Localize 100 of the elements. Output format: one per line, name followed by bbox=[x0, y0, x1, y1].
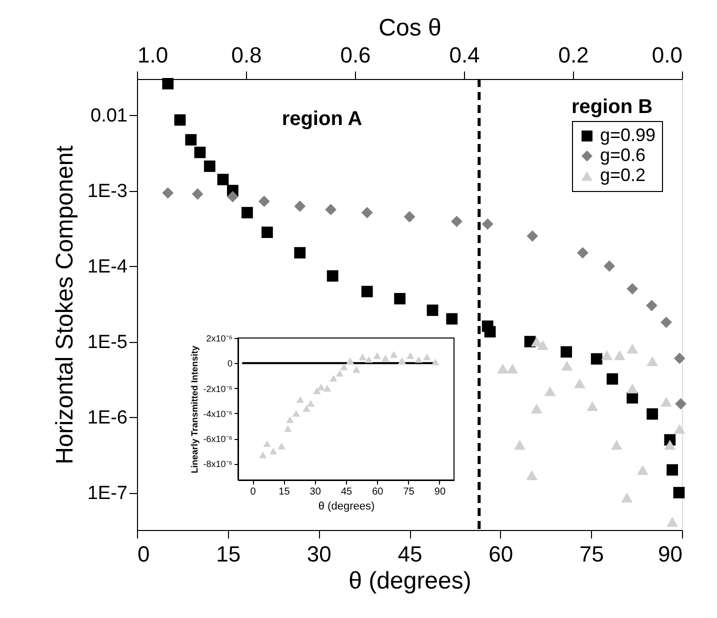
legend-label: g=0.2 bbox=[600, 165, 646, 185]
point bbox=[226, 190, 238, 202]
point bbox=[604, 260, 616, 272]
point bbox=[431, 358, 440, 366]
point bbox=[664, 440, 676, 450]
point bbox=[162, 187, 174, 199]
point bbox=[626, 344, 638, 354]
point bbox=[382, 354, 390, 362]
point bbox=[330, 374, 338, 382]
point bbox=[390, 350, 398, 358]
x2-axis-title: Cos θ bbox=[378, 14, 442, 42]
point bbox=[269, 448, 278, 454]
y-tick-label: 1E-5 bbox=[87, 332, 128, 354]
point bbox=[302, 405, 310, 412]
point bbox=[284, 425, 292, 432]
point bbox=[294, 247, 306, 258]
legend-label: g=0.6 bbox=[600, 145, 646, 165]
point bbox=[574, 378, 586, 388]
point bbox=[675, 398, 686, 410]
y-tick-label: -8x10⁻⁶ bbox=[203, 459, 233, 470]
point bbox=[259, 452, 267, 458]
point bbox=[497, 364, 508, 374]
x-tick-label: 30 bbox=[310, 486, 322, 498]
point bbox=[404, 211, 416, 222]
point bbox=[586, 401, 598, 412]
x-tick-label: 60 bbox=[372, 486, 384, 498]
point bbox=[261, 226, 273, 238]
y-axis-title: Horizontal Stokes Component bbox=[51, 145, 78, 464]
point bbox=[544, 386, 556, 396]
x-tick-label: 15 bbox=[216, 542, 241, 566]
point bbox=[263, 440, 271, 447]
point bbox=[258, 196, 270, 208]
x-tick-label: 60 bbox=[488, 542, 514, 566]
point bbox=[286, 416, 294, 424]
point bbox=[646, 356, 658, 366]
point bbox=[174, 114, 186, 126]
y-tick-label: 0 bbox=[227, 358, 232, 369]
y-tick-label: 0.01 bbox=[90, 106, 128, 127]
point bbox=[506, 364, 518, 374]
point bbox=[614, 350, 626, 360]
y-tick-label: -2x10⁻⁶ bbox=[203, 384, 233, 394]
point bbox=[194, 146, 206, 158]
point bbox=[326, 270, 338, 282]
point bbox=[526, 470, 538, 480]
x2-tick-label: 0.8 bbox=[231, 42, 262, 68]
point bbox=[346, 357, 354, 364]
x-tick-label: 45 bbox=[398, 542, 422, 566]
y-tick-label: 2x10⁻⁶ bbox=[206, 334, 233, 344]
point bbox=[361, 206, 373, 218]
y-tick-label: -6x10⁻⁶ bbox=[203, 434, 233, 444]
point bbox=[217, 174, 229, 186]
point bbox=[414, 356, 423, 363]
x-tick-label: 15 bbox=[278, 486, 290, 498]
point bbox=[601, 350, 613, 360]
y-tick-label: -4x10⁻⁶ bbox=[203, 408, 233, 419]
legend-label: g=0.99 bbox=[600, 125, 656, 145]
point bbox=[340, 364, 348, 370]
point bbox=[514, 440, 526, 450]
point bbox=[242, 206, 253, 218]
point bbox=[526, 230, 538, 242]
x-tick-label: 45 bbox=[340, 486, 352, 498]
point bbox=[576, 247, 588, 258]
point bbox=[398, 357, 406, 364]
annotation: region A bbox=[282, 108, 362, 130]
x-tick-label: 0 bbox=[138, 542, 150, 566]
point bbox=[325, 204, 336, 216]
x-axis-title: θ (degrees) bbox=[348, 568, 472, 594]
x-tick-label: 75 bbox=[403, 486, 415, 498]
point bbox=[660, 396, 672, 407]
point bbox=[361, 286, 373, 298]
point bbox=[666, 464, 678, 476]
x-tick-label: 0 bbox=[250, 486, 256, 498]
point bbox=[537, 340, 548, 350]
point bbox=[423, 353, 431, 360]
x-tick-label: 75 bbox=[579, 542, 604, 566]
y-tick-label: 1E-4 bbox=[87, 256, 128, 278]
point bbox=[406, 352, 414, 359]
point bbox=[306, 400, 315, 407]
x-tick-label: 30 bbox=[306, 542, 332, 566]
point bbox=[646, 408, 658, 420]
point bbox=[484, 326, 496, 338]
point bbox=[530, 336, 542, 347]
point bbox=[674, 352, 686, 364]
point bbox=[561, 360, 573, 371]
point bbox=[294, 200, 306, 212]
point bbox=[373, 352, 382, 359]
point bbox=[530, 404, 542, 414]
point bbox=[185, 134, 197, 146]
y-tick-label: 1E-6 bbox=[87, 408, 128, 429]
x-tick-label: 90 bbox=[434, 486, 446, 498]
x2-tick-label: 0.2 bbox=[558, 42, 589, 68]
point bbox=[336, 370, 344, 377]
point bbox=[313, 387, 321, 394]
point bbox=[560, 346, 572, 358]
y-tick-label: 1E-7 bbox=[87, 483, 128, 504]
x-axis-title: θ (degrees) bbox=[318, 500, 375, 512]
annotation: region B bbox=[571, 96, 653, 118]
point bbox=[162, 78, 174, 90]
point bbox=[621, 492, 633, 503]
x2-tick-label: 0.0 bbox=[652, 42, 682, 68]
